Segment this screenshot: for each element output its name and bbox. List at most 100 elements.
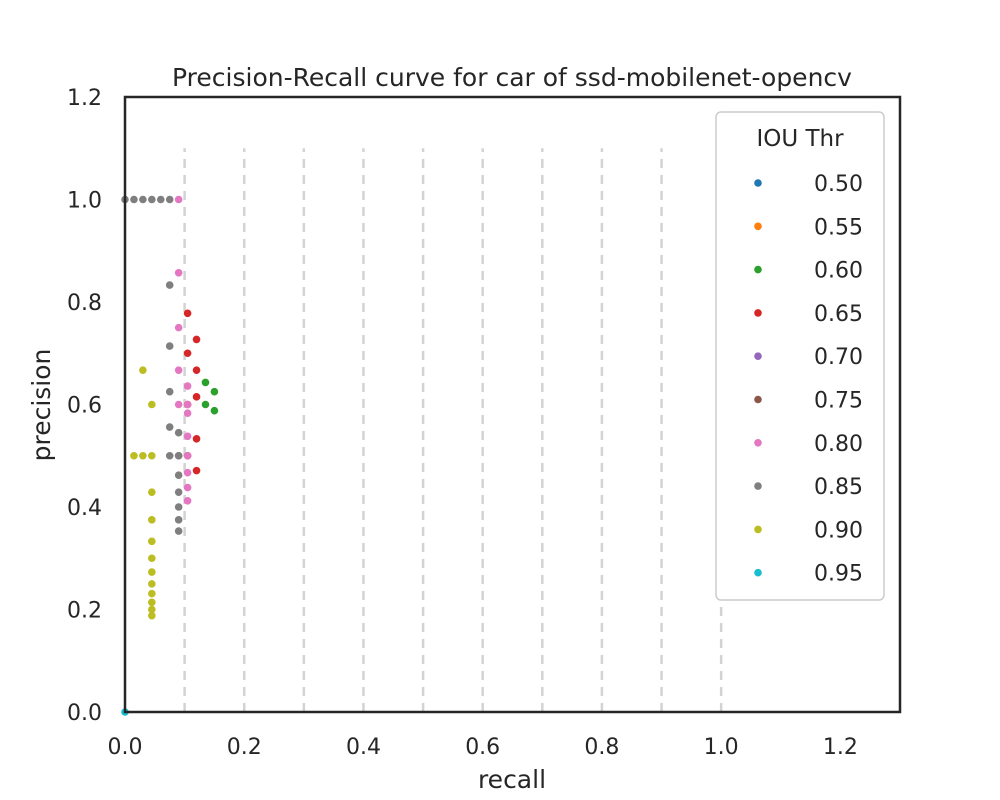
data-point-0.85 — [174, 428, 183, 437]
legend-marker — [754, 525, 762, 534]
data-point-0.60 — [210, 387, 219, 396]
data-point-0.85 — [148, 195, 156, 204]
y-tick-label: 0.0 — [67, 701, 102, 726]
data-point-0.90 — [148, 580, 156, 588]
legend-label: 0.95 — [814, 562, 863, 587]
data-point-0.80 — [174, 366, 183, 374]
data-point-0.85 — [165, 195, 174, 204]
legend-label: 0.90 — [814, 518, 863, 543]
legend-marker — [754, 222, 762, 231]
chart-title: Precision-Recall curve for car of ssd-mo… — [172, 63, 852, 92]
data-point-0.90 — [148, 516, 156, 524]
legend-title: IOU Thr — [756, 126, 844, 152]
y-axis-ticks: 0.0 0.2 0.4 0.6 0.8 1.0 1.2 — [67, 86, 102, 726]
data-point-0.90 — [148, 605, 156, 614]
x-tick-label: 0.8 — [584, 735, 619, 760]
legend-marker — [754, 568, 762, 577]
data-point-0.65 — [183, 309, 192, 318]
data-point-0.85 — [139, 195, 147, 204]
data-point-0.90 — [148, 598, 156, 607]
y-tick-label: 0.4 — [67, 496, 102, 521]
data-point-0.80 — [183, 432, 192, 441]
data-point-0.85 — [174, 488, 183, 496]
legend-label: 0.60 — [814, 259, 863, 284]
y-tick-label: 0.2 — [67, 599, 102, 624]
legend-label: 0.85 — [814, 475, 863, 500]
x-tick-label: 1.0 — [704, 735, 739, 760]
data-point-0.85 — [165, 281, 174, 289]
legend-marker — [754, 352, 762, 361]
data-point-0.80 — [183, 409, 192, 418]
data-point-0.85 — [174, 471, 183, 480]
data-point-0.80 — [183, 468, 192, 477]
x-axis-ticks: 0.0 0.2 0.4 0.6 0.8 1.0 1.2 — [108, 735, 858, 760]
legend-items: 0.50 0.55 0.60 0.65 0.70 0.75 0.80 0.85 0.90 0.95 — [754, 172, 863, 587]
data-point-0.90 — [148, 451, 156, 460]
data-point-0.85 — [174, 503, 183, 511]
y-tick-label: 1.2 — [67, 86, 102, 111]
legend-marker — [754, 395, 762, 404]
data-point-0.80 — [174, 400, 183, 409]
data-point-0.80 — [174, 268, 183, 277]
data-point-0.65 — [192, 466, 201, 475]
data-point-0.85 — [165, 387, 174, 396]
data-point-0.85 — [165, 451, 174, 460]
x-tick-label: 0.0 — [108, 735, 143, 760]
plot-frame — [123, 95, 902, 714]
x-tick-label: 0.6 — [465, 735, 500, 760]
legend-marker — [754, 179, 762, 187]
data-point-0.65 — [192, 435, 201, 443]
data-point-0.80 — [183, 483, 192, 492]
data-point-0.85 — [130, 195, 138, 204]
x-tick-label: 0.4 — [346, 735, 381, 760]
legend-box — [715, 111, 885, 601]
x-tick-label: 0.2 — [227, 735, 262, 760]
data-point-0.65 — [183, 349, 192, 358]
data-point-0.85 — [174, 516, 183, 524]
data-point-0.90 — [148, 611, 156, 620]
data-point-0.80 — [174, 195, 183, 204]
data-point-0.60 — [201, 400, 210, 409]
data-point-0.90 — [139, 366, 147, 374]
data-point-0.80 — [174, 323, 183, 332]
legend-marker — [754, 439, 762, 447]
data-point-0.90 — [148, 400, 156, 409]
data-point-0.80 — [183, 451, 192, 460]
data-point-0.90 — [148, 568, 156, 576]
legend: IOU Thr 0.50 0.55 0.60 0.65 0.70 0.75 0.80 0.85… — [715, 111, 885, 601]
data-point-0.80 — [183, 400, 192, 409]
y-tick-label: 1.0 — [67, 189, 102, 214]
data-point-0.90 — [139, 451, 147, 460]
data-point-0.90 — [130, 451, 138, 460]
legend-label: 0.65 — [814, 302, 863, 327]
legend-marker — [754, 482, 762, 490]
data-point-0.85 — [165, 423, 174, 431]
data-point-0.80 — [183, 382, 192, 390]
y-tick-label: 0.6 — [67, 394, 102, 419]
data-point-0.85 — [165, 342, 174, 350]
data-point-0.60 — [201, 378, 210, 387]
legend-marker — [754, 309, 762, 317]
data-point-0.85 — [156, 195, 165, 204]
data-point-0.90 — [148, 488, 156, 496]
legend-marker — [754, 265, 762, 274]
data-point-0.80 — [183, 497, 192, 505]
data-point-0.90 — [148, 554, 156, 563]
data-point-0.90 — [148, 589, 156, 598]
legend-label: 0.80 — [814, 432, 863, 457]
legend-label: 0.50 — [814, 172, 863, 197]
data-point-0.65 — [192, 366, 201, 374]
x-tick-label: 1.2 — [823, 735, 858, 760]
legend-label: 0.70 — [814, 345, 863, 370]
x-axis-label: recall — [478, 765, 546, 794]
legend-label: 0.75 — [814, 389, 863, 414]
y-tick-label: 0.8 — [67, 291, 102, 316]
data-point-0.90 — [148, 537, 156, 546]
data-point-0.60 — [210, 406, 219, 415]
data-point-0.65 — [192, 335, 201, 344]
data-point-0.65 — [192, 393, 201, 401]
y-axis-label: precision — [27, 349, 56, 462]
data-point-0.85 — [174, 527, 183, 535]
data-point-0.85 — [174, 451, 183, 460]
